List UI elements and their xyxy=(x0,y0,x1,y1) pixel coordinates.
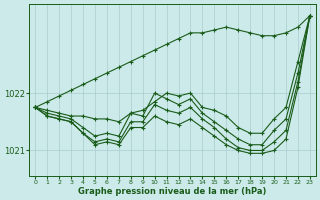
X-axis label: Graphe pression niveau de la mer (hPa): Graphe pression niveau de la mer (hPa) xyxy=(78,187,267,196)
